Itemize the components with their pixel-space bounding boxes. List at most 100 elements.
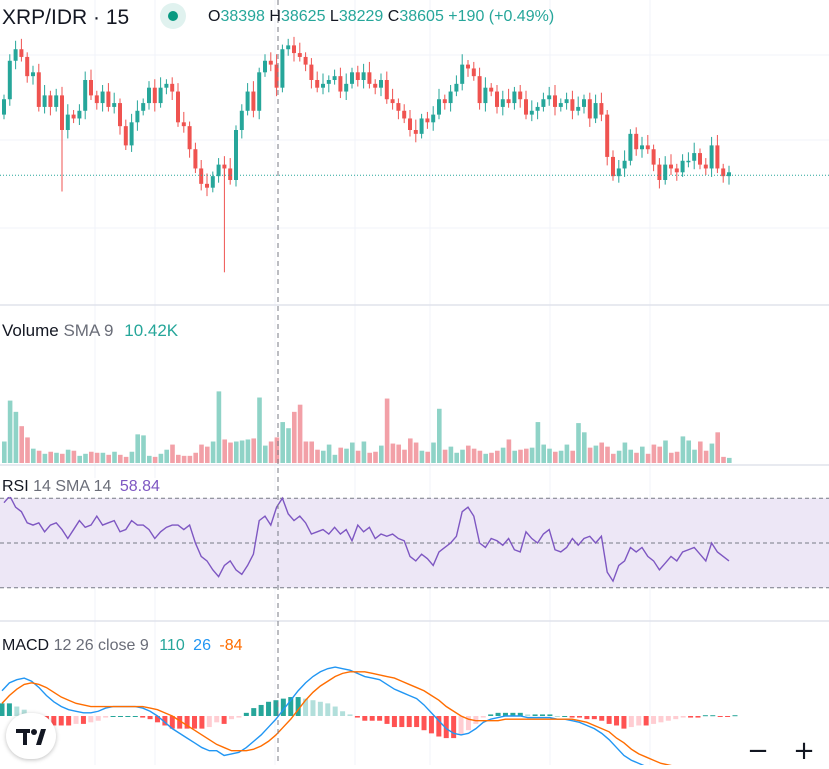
candle-down: [518, 91, 523, 100]
volume-bar: [616, 450, 622, 463]
volume-pane[interactable]: [2, 391, 732, 463]
candle-up: [234, 130, 238, 180]
candle-up: [286, 45, 291, 50]
volume-bar: [147, 455, 152, 463]
macd-pane[interactable]: [0, 666, 738, 765]
macd-histogram-bar: [636, 716, 642, 726]
candle-down: [355, 72, 360, 80]
candle-up: [431, 114, 436, 123]
volume-bar: [628, 449, 633, 463]
volume-bar: [454, 452, 459, 463]
volume-bar: [373, 451, 378, 463]
symbol-title[interactable]: XRP/IDR · 15: [2, 6, 130, 29]
macd-histogram-bar: [251, 708, 257, 716]
macd-legend-hist: -84: [219, 637, 243, 654]
candle-up: [321, 83, 325, 88]
tradingview-logo-icon[interactable]: [6, 713, 56, 759]
rsi-legend[interactable]: RSI 14 SMA 14 58.84: [0, 478, 164, 497]
rsi-pane[interactable]: [0, 494, 829, 589]
volume-bar: [547, 448, 552, 463]
rsi-legend-params: 14 SMA 14: [33, 478, 112, 495]
macd-histogram-bar: [169, 716, 175, 729]
macd-histogram-bar: [465, 716, 471, 731]
candle-up: [582, 99, 586, 107]
volume-bar: [19, 426, 24, 463]
candle-up: [7, 60, 12, 100]
volume-bar: [42, 453, 48, 463]
volume-bar: [582, 432, 587, 463]
volume-bar: [663, 440, 668, 463]
macd-histogram-bar: [0, 703, 5, 716]
macd-histogram-bar: [199, 716, 205, 729]
macd-histogram-bar: [258, 704, 264, 716]
macd-histogram-bar: [562, 716, 568, 717]
volume-bar: [611, 453, 616, 463]
candle-up: [437, 99, 441, 115]
candle-up: [628, 133, 633, 161]
macd-histogram-bar: [162, 716, 168, 726]
candle-down: [489, 87, 494, 92]
macd-legend[interactable]: MACD 12 26 close 9 110 26 -84: [2, 637, 243, 655]
candle-up: [147, 87, 151, 104]
macd-histogram-bar: [539, 714, 545, 716]
macd-histogram-bar: [673, 716, 679, 720]
candle-down: [303, 56, 308, 65]
volume-bar: [286, 428, 291, 463]
macd-histogram-bar: [214, 716, 220, 723]
macd-histogram-bar: [599, 716, 605, 721]
low-value: 38229: [338, 8, 384, 25]
volume-bar: [535, 422, 541, 463]
macd-histogram-bar: [347, 714, 353, 716]
candle-down: [703, 164, 708, 169]
candle-down: [384, 80, 389, 100]
macd-histogram-bar: [414, 716, 420, 728]
volume-bar: [71, 450, 77, 463]
volume-bar: [640, 446, 645, 463]
volume-bar: [442, 449, 448, 463]
candle-down: [25, 56, 30, 77]
candle-up: [129, 122, 134, 146]
macd-histogram-bar: [732, 715, 738, 717]
volume-bar: [605, 446, 610, 463]
candle-down: [199, 168, 204, 184]
zoom-out-button[interactable]: −: [741, 735, 775, 769]
volume-bar: [651, 444, 657, 463]
candle-up: [558, 103, 563, 107]
macd-histogram-bar: [184, 716, 190, 729]
market-status-indicator[interactable]: [160, 3, 186, 29]
volume-bar: [489, 452, 494, 463]
volume-bar: [94, 452, 100, 463]
volume-bar: [402, 449, 407, 463]
candle-down: [715, 145, 720, 169]
candle-up: [709, 145, 714, 169]
price-pane[interactable]: [0, 36, 829, 273]
macd-histogram-bar: [177, 716, 183, 729]
candle-up: [13, 49, 18, 61]
macd-histogram-bar: [88, 716, 94, 723]
live-dot-icon: [168, 11, 178, 21]
volume-bar: [13, 411, 19, 463]
volume-bar: [512, 450, 517, 463]
signal-line: [1, 671, 672, 765]
volume-bar: [239, 440, 245, 463]
volume-bar: [448, 446, 454, 463]
candle-up: [135, 110, 140, 123]
macd-histogram-bar: [273, 700, 279, 716]
macd-histogram-bar: [577, 716, 583, 718]
volume-bar: [152, 456, 158, 463]
macd-histogram-bar: [325, 703, 331, 716]
candle-down: [495, 91, 499, 107]
macd-histogram-bar: [103, 716, 109, 718]
volume-bar: [228, 442, 233, 463]
macd-histogram-bar: [688, 716, 694, 718]
candle-down: [292, 45, 296, 54]
zoom-in-button[interactable]: +: [787, 735, 821, 769]
candle-up: [245, 91, 250, 111]
macd-histogram-bar: [206, 716, 212, 728]
macd-histogram-bar: [125, 716, 131, 717]
volume-legend[interactable]: Volume SMA 9 10.42K: [2, 321, 178, 341]
macd-histogram-bar: [369, 716, 375, 721]
candle-down: [89, 80, 93, 96]
candle-up: [460, 64, 465, 84]
